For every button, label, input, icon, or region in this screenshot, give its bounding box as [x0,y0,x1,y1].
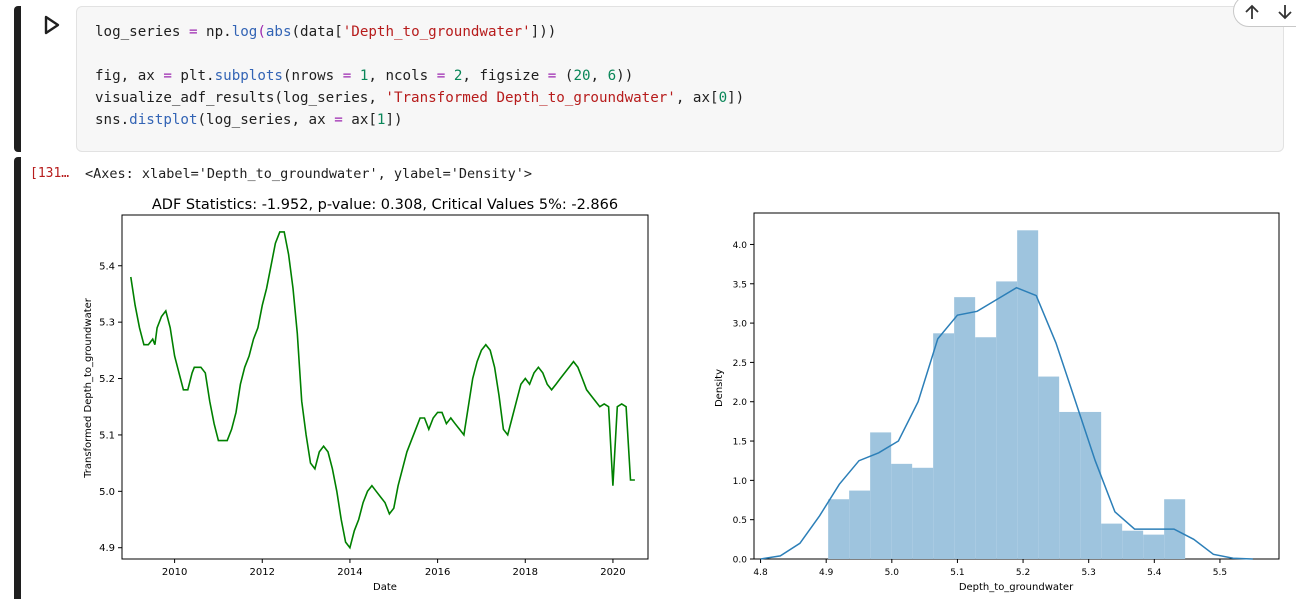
chart2-ytick-label: 3.0 [733,320,748,330]
move-up-button[interactable] [1242,2,1262,22]
chart2-hist-bar [1038,376,1060,559]
chart2-hist-bar [1143,534,1165,559]
code-line: log_series = np.log(abs(data['Depth_to_g… [95,24,557,40]
chart2-xtick-label: 5.5 [1213,568,1227,578]
chart2-hist-bar [849,490,871,559]
arrow-down-icon [1278,5,1292,20]
chart1-xtick-label: 2016 [425,567,450,578]
chart1-ytick-label: 5.3 [99,318,115,329]
chart2-hist-bar [996,281,1018,559]
chart2-ytick-label: 0.5 [733,516,747,526]
chart2-xtick-label: 5.0 [885,568,900,578]
chart1-ylabel: Transformed Depth_to_groundwater [83,297,94,479]
chart2-xlabel: Depth_to_groundwater [959,582,1074,593]
run-cell-button[interactable] [40,14,62,36]
code-editor[interactable]: log_series = np.log(abs(data['Depth_to_g… [76,0,1296,152]
chart1-xtick-label: 2012 [250,567,275,578]
chart1-ytick-label: 5.1 [99,430,115,441]
chart2-hist-bar [954,297,976,559]
chart2-ytick-label: 1.5 [733,438,747,448]
chart1-title: ADF Statistics: -1.952, p-value: 0.308, … [152,197,618,213]
chart2-xtick-label: 4.8 [753,568,768,578]
chart2-hist-bar [1059,411,1081,559]
chart2-ytick-label: 2.5 [733,359,747,369]
chart2-hist-bar [891,463,913,559]
chart2-xtick-label: 4.9 [819,568,834,578]
code-line: visualize_adf_results(log_series, 'Trans… [95,90,745,106]
chart2-ytick-label: 0.0 [733,556,748,566]
chart2-ytick-label: 4.0 [733,241,748,251]
chart1-ytick-label: 5.2 [99,374,115,385]
chart2-hist-bar [1080,411,1102,559]
cell-focus-bar [14,6,21,152]
chart2-ytick-label: 3.5 [733,280,747,290]
chart2-hist-bar [1122,530,1144,559]
execution-count: [131… [30,166,70,181]
chart2-hist-bar [912,467,934,559]
chart2-hist-bar [933,333,955,559]
chart2-hist-bar [1017,230,1039,560]
arrow-up-icon [1245,4,1259,19]
chart1-ytick-label: 4.9 [99,543,115,554]
chart2-kde-line [760,286,1253,560]
play-icon [44,15,60,35]
chart1-plot-area [121,214,649,560]
chart2-hist-bar [828,499,850,559]
chart1-xtick-label: 2020 [600,567,625,578]
chart1-xlabel: Date [373,582,397,593]
chart2-hist-bar [1101,523,1123,559]
chart1-ytick-label: 5.0 [99,487,115,498]
chart2-xtick-label: 5.3 [1082,568,1096,578]
chart2-hist-bar [870,432,892,559]
chart2-xtick-label: 5.4 [1147,568,1162,578]
chart1-xtick-label: 2010 [162,567,187,578]
chart1-xtick-label: 2014 [337,567,362,578]
chart1-series-line [130,231,635,550]
code-line: sns.distplot(log_series, ax = ax[1]) [95,112,403,128]
cell-toolbar [1233,0,1296,27]
chart1-ytick-label: 5.4 [99,261,115,272]
chart2-ytick-label: 1.0 [733,477,748,487]
chart1-xtick-label: 2018 [513,567,538,578]
chart2-hist-bar [975,337,997,559]
code-text: log_series = np.log(abs(data['Depth_to_g… [95,21,744,131]
code-line: fig, ax = plt.subplots(nrows = 1, ncols … [95,68,634,84]
output-focus-bar [14,157,21,599]
chart2-ylabel: Density [714,369,725,407]
output-text: <Axes: xlabel='Depth_to_groundwater', yl… [85,166,533,182]
chart2-xtick-label: 5.1 [950,568,964,578]
move-down-button[interactable] [1275,2,1295,22]
chart2-ytick-label: 2.0 [733,398,748,408]
chart2-xtick-label: 5.2 [1016,568,1030,578]
